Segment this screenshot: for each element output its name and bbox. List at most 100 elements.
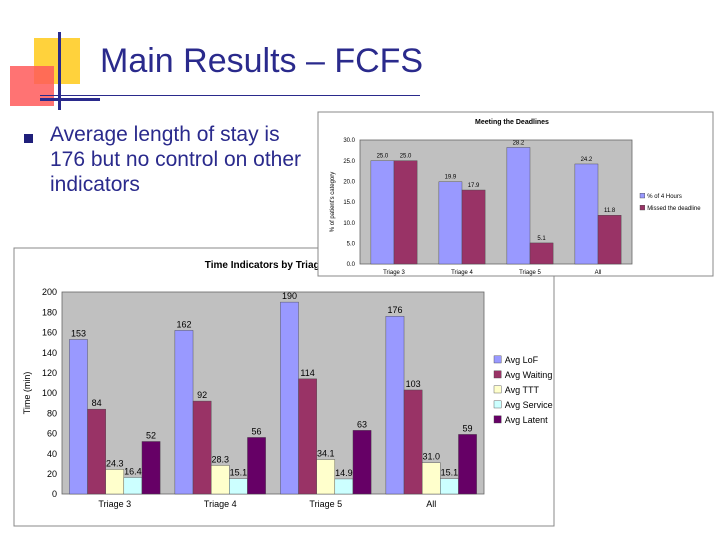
- slide-title: Main Results – FCFS: [100, 42, 424, 80]
- bar: [316, 459, 336, 495]
- legend-swatch: [639, 204, 646, 211]
- data-label: 28.2: [513, 140, 525, 146]
- bar: [174, 330, 194, 495]
- y-tick-label: 180: [42, 307, 57, 317]
- data-label: 190: [282, 291, 297, 301]
- x-tick-label: Triage 4: [451, 270, 473, 276]
- legend-swatch: [493, 385, 502, 394]
- bar: [385, 316, 405, 495]
- data-label: 25.0: [377, 154, 389, 160]
- bar: [87, 408, 106, 495]
- data-label: 11.8: [604, 208, 616, 214]
- bar: [69, 339, 88, 495]
- x-tick-label: Triage 3: [383, 270, 405, 276]
- data-label: 28.3: [211, 454, 229, 464]
- bar: [192, 400, 212, 495]
- data-label: 15.1: [230, 468, 248, 478]
- legend-swatch: [493, 400, 502, 409]
- data-label: 114: [300, 368, 314, 378]
- chart-title: Time Indicators by Triage: [205, 260, 326, 271]
- deco-horizontal-line-short: [40, 98, 100, 101]
- data-label: 34.1: [317, 449, 335, 459]
- y-tick-label: 140: [42, 348, 57, 358]
- data-label: 5.1: [537, 236, 546, 242]
- data-label: 176: [387, 305, 402, 315]
- bar: [280, 301, 299, 495]
- bar: [529, 242, 554, 265]
- bar: [352, 430, 372, 495]
- x-tick-label: Triage 5: [519, 270, 541, 276]
- data-label: 24.2: [581, 157, 593, 163]
- y-tick-label: 20: [47, 469, 57, 479]
- bar: [298, 378, 317, 495]
- data-label: 63: [357, 419, 367, 429]
- y-axis-label: Time (min): [22, 372, 32, 415]
- bar: [438, 181, 463, 265]
- data-label: 162: [176, 319, 191, 329]
- y-tick-label: 160: [42, 328, 57, 338]
- data-label: 25.0: [400, 154, 412, 160]
- x-tick-label: Triage 4: [204, 499, 237, 509]
- bullet-marker: [24, 134, 33, 143]
- y-tick-label: 0.0: [347, 262, 356, 268]
- chart-title: Meeting the Deadlines: [475, 119, 549, 126]
- bar: [370, 160, 395, 265]
- x-tick-label: Triage 5: [309, 499, 342, 509]
- meeting-deadlines-chart: Meeting the Deadlines % of patient's cate…: [317, 111, 714, 277]
- x-tick-label: All: [426, 499, 436, 509]
- y-tick-label: 30.0: [343, 138, 355, 144]
- y-tick-label: 0: [52, 489, 57, 499]
- bar: [461, 189, 486, 265]
- y-tick-label: 15.0: [343, 200, 355, 206]
- legend-label: Avg Service: [505, 400, 553, 410]
- data-label: 52: [146, 430, 156, 440]
- data-label: 153: [71, 328, 86, 338]
- bar: [458, 434, 477, 495]
- bar: [105, 469, 125, 495]
- y-axis-label: % of patient's category: [330, 172, 336, 233]
- data-label: 59: [463, 423, 473, 433]
- bar: [403, 389, 423, 495]
- y-tick-label: 40: [47, 449, 57, 459]
- data-label: 56: [252, 426, 262, 436]
- bar: [141, 441, 161, 495]
- deco-horizontal-line: [40, 95, 420, 96]
- bar: [210, 465, 230, 495]
- legend-label: Avg LoF: [505, 355, 539, 365]
- deco-vertical-line: [58, 32, 61, 110]
- legend-label: Avg Latent: [505, 415, 548, 425]
- legend-label: Avg Waiting: [505, 370, 553, 380]
- data-label: 17.9: [468, 183, 480, 189]
- data-label: 19.9: [445, 175, 457, 181]
- bar: [421, 462, 441, 495]
- y-tick-label: 100: [42, 388, 57, 398]
- data-label: 14.9: [335, 468, 353, 478]
- time-indicators-chart: Time Indicators by Triage Time (min) 0 20 40…: [13, 247, 555, 527]
- data-label: 92: [197, 390, 207, 400]
- legend-swatch: [493, 355, 502, 364]
- data-label: 31.0: [422, 452, 440, 462]
- bar: [506, 147, 531, 265]
- x-tick-label: Triage 3: [98, 499, 131, 509]
- data-label: 84: [92, 398, 102, 408]
- legend-label: Missed the deadline: [647, 206, 701, 212]
- bar: [393, 160, 418, 265]
- y-tick-label: 80: [47, 408, 57, 418]
- bar: [247, 437, 266, 495]
- bullet-text: Average length of stay is 176 but no con…: [50, 123, 302, 196]
- data-label: 15.1: [441, 468, 459, 478]
- legend-swatch: [493, 370, 502, 379]
- bar: [229, 478, 248, 495]
- bar: [574, 163, 599, 265]
- y-tick-label: 200: [42, 287, 57, 297]
- x-tick-label: All: [595, 270, 602, 276]
- legend-label: Avg TTT: [505, 385, 540, 395]
- bar: [597, 215, 622, 265]
- legend-label: % of 4 Hours: [647, 194, 682, 200]
- bar: [440, 478, 459, 495]
- y-tick-label: 10.0: [343, 221, 355, 227]
- y-tick-label: 20.0: [343, 179, 355, 185]
- data-label: 16.4: [124, 466, 142, 476]
- y-tick-label: 25.0: [343, 159, 355, 165]
- y-tick-label: 120: [42, 368, 57, 378]
